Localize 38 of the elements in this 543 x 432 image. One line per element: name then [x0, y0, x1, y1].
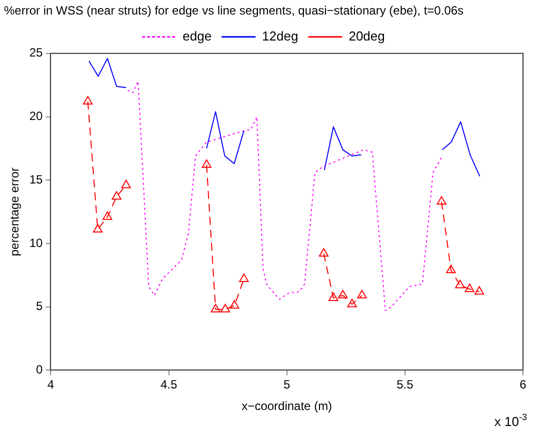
- y-tick-label: 15: [29, 172, 44, 186]
- x-tick-label: 5: [284, 378, 291, 392]
- point: [230, 300, 240, 309]
- y-tick-label: 25: [29, 46, 44, 60]
- point: [121, 180, 131, 188]
- point: [338, 290, 348, 298]
- point: [446, 264, 456, 274]
- chart-title: %error in WSS (near struts) for edge vs line segments, quasi−stationary (ebe), t=0.06s: [4, 4, 464, 18]
- point: [357, 290, 367, 298]
- legend-label: edge: [182, 28, 212, 44]
- point: [239, 273, 249, 282]
- point: [318, 248, 329, 257]
- point: [464, 284, 474, 292]
- point: [220, 304, 230, 312]
- point: [474, 286, 484, 295]
- legend-label: 12deg: [262, 28, 298, 44]
- x-tick-label: 6: [520, 378, 527, 392]
- point: [436, 196, 446, 205]
- point: [347, 298, 357, 308]
- point: [82, 96, 93, 105]
- point: [202, 159, 212, 168]
- point: [328, 292, 338, 301]
- point: [92, 224, 103, 233]
- point: [210, 304, 220, 312]
- x-tick-label: 4.5: [160, 378, 178, 392]
- point: [102, 211, 112, 220]
- y-tick-label: 0: [36, 362, 44, 377]
- y-tick-label: 10: [29, 236, 44, 250]
- point: [455, 280, 465, 288]
- x-axis-title: x−coordinate (m): [242, 399, 332, 414]
- y-tick-label: 20: [29, 109, 44, 124]
- x-tick-label: 5.5: [396, 378, 414, 392]
- legend-label: 20deg: [348, 28, 385, 44]
- x-tick-label: 4: [47, 378, 54, 392]
- point: [112, 191, 122, 200]
- y-tick-label: 5: [36, 299, 44, 314]
- y-axis-title: percentage error: [8, 167, 22, 256]
- line-series: [127, 80, 443, 312]
